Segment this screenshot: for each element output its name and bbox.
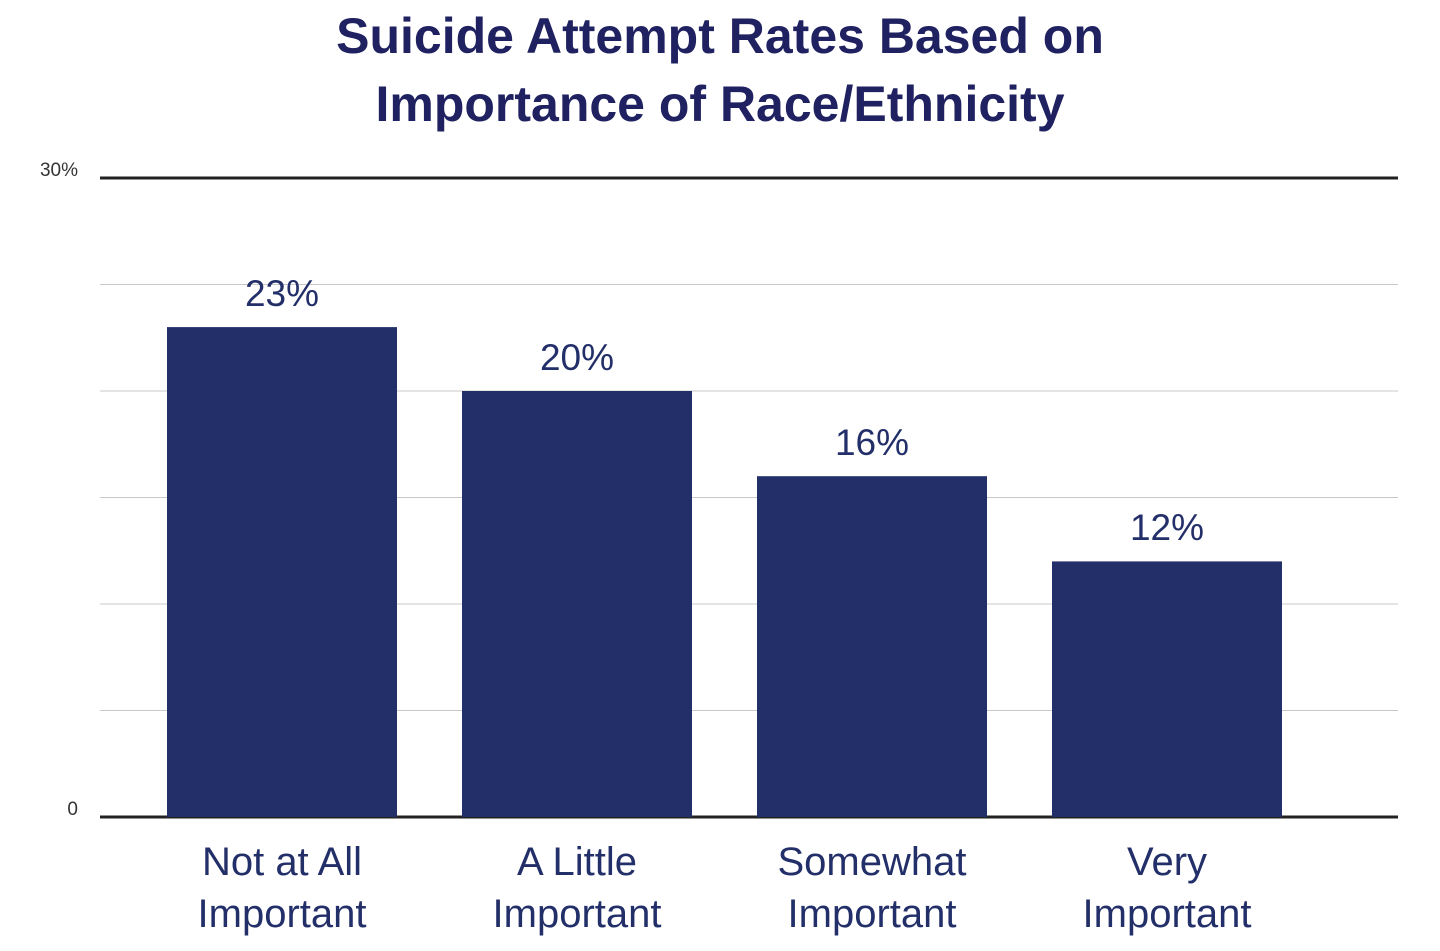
value-label: 12% bbox=[1130, 507, 1204, 548]
value-label: 23% bbox=[245, 273, 319, 314]
chart-title: Suicide Attempt Rates Based on Importanc… bbox=[336, 8, 1104, 132]
value-label: 20% bbox=[540, 337, 614, 378]
x-tick-label: Somewhat Important bbox=[777, 840, 967, 936]
bar bbox=[1052, 561, 1282, 817]
x-tick-label: A Little Important bbox=[492, 840, 662, 936]
x-tick-label: Not at All Important bbox=[197, 840, 367, 936]
y-tick-label: 0 bbox=[67, 799, 78, 820]
bar bbox=[167, 327, 397, 817]
bar bbox=[462, 391, 692, 817]
bar bbox=[757, 476, 987, 817]
y-tick-label: 30% bbox=[40, 160, 78, 181]
value-label: 16% bbox=[835, 422, 909, 463]
x-tick-label: Very Important bbox=[1082, 840, 1252, 936]
